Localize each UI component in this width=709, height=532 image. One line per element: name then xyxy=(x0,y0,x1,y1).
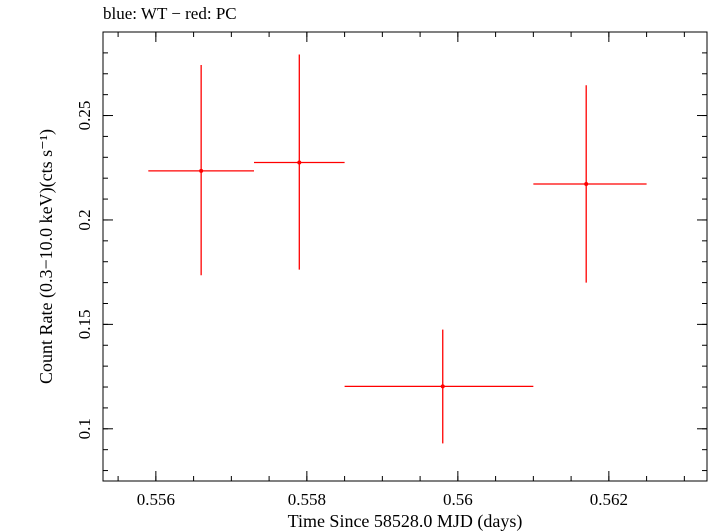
x-tick-label: 0.558 xyxy=(288,490,326,509)
x-axis-label: Time Since 58528.0 MJD (days) xyxy=(288,511,523,532)
axis-ticks: 0.556 0.558 0.56 0.562 0.1 0.15 0.2 0.25 xyxy=(75,31,707,509)
x-tick-label: 0.556 xyxy=(137,490,175,509)
y-axis-label: Count Rate (0.3−10.0 keV)(cts s⁻¹) xyxy=(36,129,57,384)
data-point xyxy=(344,329,534,444)
point-marker xyxy=(584,182,589,187)
x-tick-label: 0.562 xyxy=(590,490,628,509)
y-tick-label: 0.2 xyxy=(75,209,94,230)
y-tick-label: 0.25 xyxy=(75,101,94,131)
data-point xyxy=(533,85,647,283)
y-tick-label: 0.15 xyxy=(75,309,94,339)
point-marker xyxy=(297,160,302,165)
point-marker xyxy=(199,168,204,173)
data-point xyxy=(254,54,345,270)
plot-frame xyxy=(102,31,708,482)
point-marker xyxy=(440,384,445,389)
data-point xyxy=(148,64,254,276)
data-marks xyxy=(148,54,647,444)
y-tick-label: 0.1 xyxy=(75,418,94,439)
chart-title: blue: WT − red: PC xyxy=(103,4,237,23)
x-tick-label: 0.56 xyxy=(443,490,473,509)
